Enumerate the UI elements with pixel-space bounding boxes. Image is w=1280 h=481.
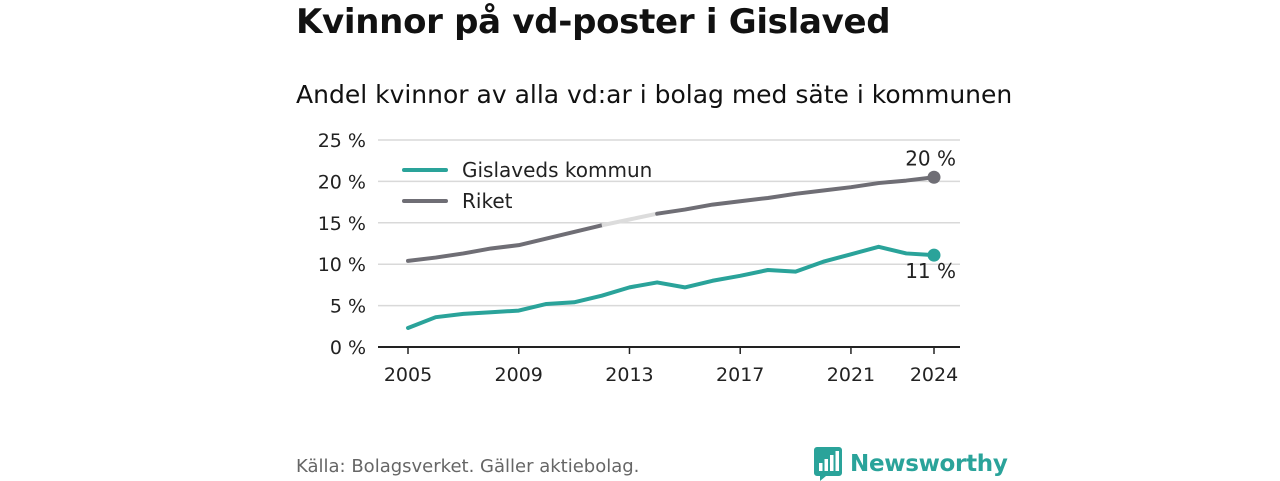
x-tick-label: 2005 bbox=[384, 364, 432, 386]
y-tick-label: 10 % bbox=[318, 254, 366, 276]
x-tick-label: 2021 bbox=[827, 364, 875, 386]
series-lines bbox=[406, 170, 941, 330]
line-chart: 0 %5 %10 %15 %20 %25 % 2005 2009 2013 2017 2… bbox=[318, 130, 960, 386]
y-tick-label: 0 % bbox=[330, 337, 366, 359]
x-tick-label: 2017 bbox=[716, 364, 764, 386]
brand-name: Newsworthy bbox=[850, 451, 1008, 477]
series-end-point bbox=[927, 170, 941, 184]
series-line-riket-highlight bbox=[601, 211, 658, 228]
x-tick-label: 2009 bbox=[495, 364, 543, 386]
x-tick-label: 2024 bbox=[910, 364, 958, 386]
series-line-riket bbox=[655, 175, 936, 216]
y-tick-label: 5 % bbox=[330, 296, 366, 318]
newsworthy-logo-icon bbox=[814, 447, 842, 481]
series-end-point bbox=[927, 248, 941, 262]
end-label-riket: 20 % bbox=[905, 146, 956, 170]
source-note: Källa: Bolagsverket. Gäller aktiebolag. bbox=[296, 456, 640, 477]
end-labels: 20 % 11 % bbox=[905, 146, 956, 283]
y-tick-label: 25 % bbox=[318, 130, 366, 152]
series-line-gislaved bbox=[406, 244, 936, 330]
x-tick-label: 2013 bbox=[605, 364, 653, 386]
legend-label: Riket bbox=[462, 189, 513, 213]
end-label-gislaved: 11 % bbox=[905, 259, 956, 283]
y-tick-label: 20 % bbox=[318, 171, 366, 193]
chart-subtitle: Andel kvinnor av alla vd:ar i bolag med … bbox=[296, 80, 1013, 109]
brand-logo: Newsworthy bbox=[814, 447, 1008, 481]
legend-label: Gislaveds kommun bbox=[462, 158, 652, 182]
y-tick-label: 15 % bbox=[318, 213, 366, 235]
legend: Gislaveds kommun Riket bbox=[402, 158, 652, 213]
x-tick-labels: 2005 2009 2013 2017 2021 2024 bbox=[384, 364, 958, 386]
y-tick-labels: 0 % 5 % 10 % 15 % 20 % 25 % bbox=[318, 130, 366, 359]
series-line-riket bbox=[406, 223, 604, 263]
gridlines bbox=[378, 139, 960, 307]
x-axis bbox=[378, 346, 960, 354]
chart-title: Kvinnor på vd-poster i Gislaved bbox=[296, 2, 891, 42]
